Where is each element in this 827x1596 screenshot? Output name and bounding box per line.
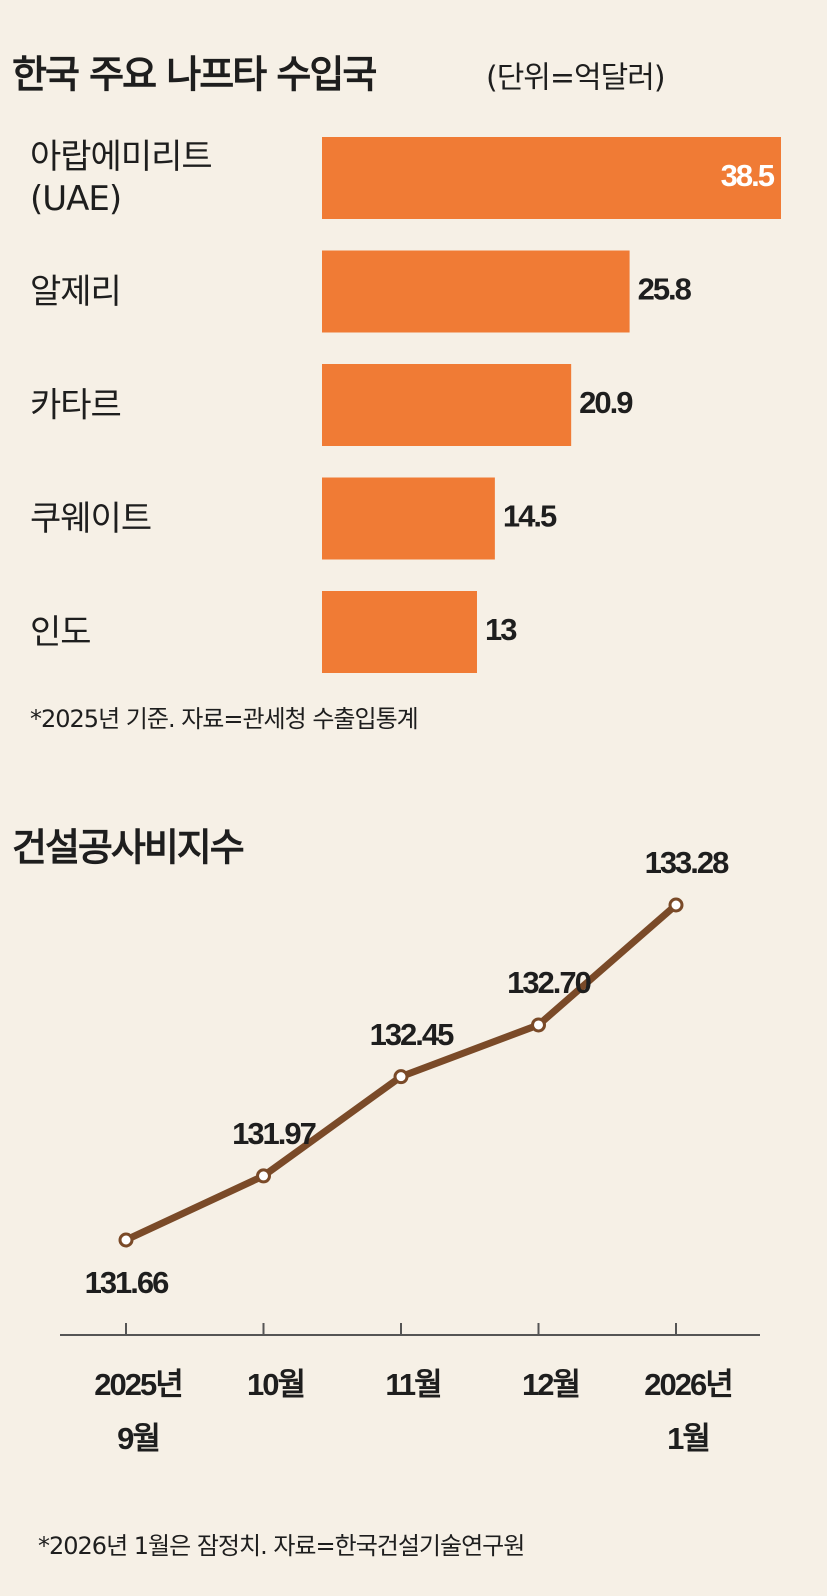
x-tick-label: 2025년 9월 (94, 1367, 181, 1456)
category-label: 아랍에미리트 (UAE) (30, 137, 212, 219)
bar (322, 477, 495, 560)
x-tick-label: 10월 (247, 1367, 304, 1402)
value-label: 133.28 (645, 845, 730, 880)
point (668, 897, 684, 913)
value-label: 20.9 (579, 385, 633, 420)
bar (322, 250, 630, 333)
value-label: 38.5 (721, 158, 775, 193)
chart-note: *2026년 1월은 잠정치. 자료=한국건설기술연구원 (38, 1532, 524, 1560)
chart-subtitle: (단위=억달러) (486, 61, 665, 96)
point (118, 1232, 134, 1248)
category-label: 인도 (30, 613, 91, 653)
chart-title: 한국 주요 나프타 수입국 (12, 53, 376, 97)
value-label: 132.70 (507, 965, 591, 1000)
category-label: 알제리 (30, 272, 121, 312)
bar (322, 137, 781, 219)
point (256, 1168, 271, 1184)
value-label: 14.5 (503, 499, 557, 534)
chart-note: *2025년 기준. 자료=관세청 수출입통계 (30, 705, 418, 733)
bar (322, 591, 477, 673)
chart-title: 건설공사비지수 (12, 826, 244, 870)
x-tick-label: 11월 (385, 1367, 440, 1402)
bar (322, 364, 572, 446)
category-label: 쿠웨이트 (30, 499, 151, 539)
x-tick-label: 12월 (522, 1367, 579, 1402)
x-tick-label: 2026년 1월 (644, 1367, 731, 1456)
category-label: 카타르 (30, 386, 121, 426)
value-label: 132.45 (370, 1017, 455, 1052)
value-label: 131.97 (232, 1116, 316, 1151)
value-label: 13 (485, 612, 517, 647)
value-label: 131.66 (85, 1265, 170, 1300)
point (393, 1069, 409, 1085)
point (531, 1017, 546, 1033)
value-label: 25.8 (638, 272, 692, 307)
